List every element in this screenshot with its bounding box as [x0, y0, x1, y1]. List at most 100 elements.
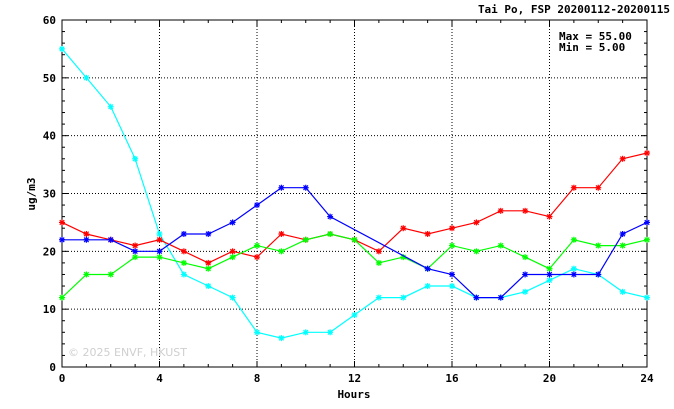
- data-point: [351, 311, 358, 318]
- series-line: [61, 152, 648, 264]
- series-line: [62, 187, 648, 299]
- data-point: [156, 254, 163, 261]
- chart-title: Tai Po, FSP 20200112-20200115: [478, 3, 670, 16]
- data-point: [424, 265, 431, 272]
- data-point: [254, 202, 260, 209]
- data-point: [351, 236, 358, 243]
- data-point: [546, 265, 553, 272]
- data-point: [522, 207, 529, 214]
- y-tick-label: 60: [43, 14, 56, 27]
- data-point: [83, 74, 90, 81]
- data-point: [83, 236, 90, 243]
- x-tick-label: 16: [445, 372, 459, 385]
- x-tick-label: 8: [254, 372, 261, 385]
- data-point: [449, 225, 455, 232]
- data-point: [132, 248, 139, 255]
- data-point: [107, 236, 114, 243]
- data-point: [522, 271, 529, 278]
- data-point: [400, 225, 407, 232]
- data-point: [180, 271, 187, 278]
- data-point: [619, 288, 626, 295]
- data-point: [473, 219, 480, 226]
- min-label: Min = 5.00: [559, 41, 625, 54]
- data-point: [205, 259, 212, 266]
- y-axis-label: ug/m3: [25, 177, 38, 210]
- data-point: [327, 213, 334, 220]
- data-point: [546, 213, 553, 220]
- x-tick-label: 0: [59, 372, 66, 385]
- data-point: [595, 271, 602, 278]
- data-point: [83, 230, 90, 237]
- data-point: [449, 271, 455, 278]
- data-point: [375, 294, 382, 301]
- data-point: [229, 248, 236, 255]
- data-point: [595, 184, 602, 191]
- data-point: [570, 265, 577, 272]
- data-point: [473, 294, 480, 301]
- data-point: [59, 294, 65, 301]
- data-point: [400, 294, 407, 301]
- watermark: © 2025 ENVF, HKUST: [68, 346, 187, 359]
- data-point: [644, 219, 650, 226]
- data-point: [254, 329, 260, 336]
- data-point: [327, 230, 334, 237]
- max-label: Max = 55.00: [559, 30, 632, 43]
- data-point: [449, 242, 455, 249]
- data-point: [59, 219, 65, 226]
- data-point: [570, 236, 577, 243]
- data-point: [278, 335, 285, 342]
- data-point: [473, 248, 480, 255]
- data-point: [278, 184, 285, 191]
- data-point: [156, 230, 163, 237]
- data-point: [107, 103, 114, 110]
- data-point: [619, 230, 626, 237]
- x-axis-label: Hours: [337, 388, 370, 401]
- data-point: [644, 150, 650, 157]
- data-point: [156, 236, 163, 243]
- data-point: [59, 45, 65, 52]
- data-point: [156, 248, 163, 255]
- data-point: [595, 242, 602, 249]
- data-point: [229, 219, 236, 226]
- y-tick-label: 0: [49, 361, 56, 374]
- data-point: [644, 236, 650, 243]
- data-point: [424, 230, 431, 237]
- data-point: [278, 230, 285, 237]
- series-layer: [59, 45, 650, 342]
- x-tick-label: 4: [156, 372, 163, 385]
- data-point: [229, 294, 236, 301]
- y-tick-label: 40: [43, 130, 56, 143]
- data-point: [205, 283, 212, 290]
- data-point: [254, 242, 260, 249]
- data-point: [132, 155, 139, 162]
- data-point: [497, 207, 504, 214]
- series-1: [59, 45, 650, 342]
- y-tick-label: 30: [43, 188, 56, 201]
- data-point: [546, 271, 553, 278]
- data-point: [205, 230, 212, 237]
- data-point: [59, 236, 65, 243]
- data-point: [570, 184, 577, 191]
- data-point: [449, 283, 455, 290]
- y-tick-label: 20: [43, 245, 56, 258]
- y-tick-label: 50: [43, 72, 56, 85]
- data-point: [619, 242, 626, 249]
- x-tick-label: 24: [640, 372, 654, 385]
- grid: [62, 20, 647, 367]
- data-point: [180, 230, 187, 237]
- data-point: [180, 248, 187, 255]
- data-point: [546, 277, 553, 284]
- data-point: [107, 271, 114, 278]
- x-tick-label: 12: [348, 372, 361, 385]
- data-point: [278, 248, 285, 255]
- x-tick-label: 20: [543, 372, 556, 385]
- data-point: [619, 155, 626, 162]
- data-point: [132, 242, 139, 249]
- data-point: [180, 259, 187, 266]
- data-point: [302, 236, 309, 243]
- data-point: [497, 294, 504, 301]
- data-point: [205, 265, 212, 272]
- data-point: [327, 329, 334, 336]
- data-point: [83, 271, 90, 278]
